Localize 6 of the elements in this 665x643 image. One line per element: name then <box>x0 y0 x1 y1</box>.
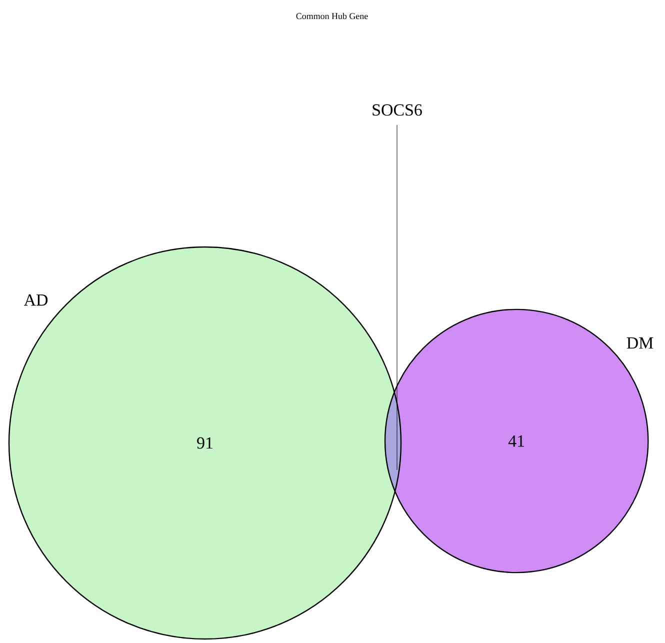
text: SOCS6 <box>372 104 422 116</box>
text: Common Hub Gene <box>296 12 368 20</box>
category-label: AD <box>24 294 48 306</box>
data-label: 41 <box>508 435 524 447</box>
data-label: 91 <box>197 437 212 449</box>
category-label: DM <box>626 337 654 349</box>
